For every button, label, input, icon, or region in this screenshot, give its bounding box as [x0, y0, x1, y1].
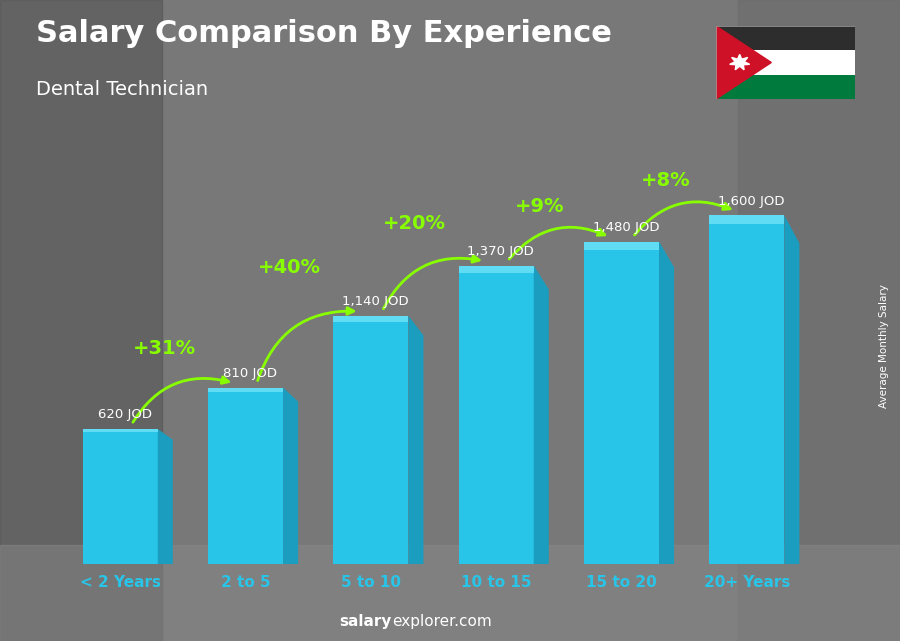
Text: Salary Comparison By Experience: Salary Comparison By Experience [36, 19, 612, 48]
Text: +8%: +8% [641, 171, 690, 190]
Bar [83, 429, 158, 564]
Polygon shape [534, 265, 549, 564]
Bar [83, 429, 158, 432]
Text: 1,480 JOD: 1,480 JOD [593, 221, 659, 234]
Bar [458, 265, 534, 564]
Bar [333, 315, 409, 564]
Polygon shape [284, 388, 298, 564]
Bar [208, 388, 284, 392]
Text: +40%: +40% [258, 258, 321, 278]
Text: +31%: +31% [132, 338, 195, 358]
Bar [208, 388, 284, 564]
Polygon shape [158, 429, 173, 564]
Bar [458, 265, 534, 273]
Bar [716, 75, 855, 99]
Text: Average Monthly Salary: Average Monthly Salary [878, 284, 889, 408]
Text: +9%: +9% [516, 197, 565, 216]
Text: 620 JOD: 620 JOD [98, 408, 152, 421]
Text: 1,600 JOD: 1,600 JOD [718, 194, 785, 208]
Bar [0, 0, 162, 641]
Polygon shape [409, 315, 424, 564]
Bar [716, 26, 855, 50]
Polygon shape [785, 215, 799, 564]
Text: Dental Technician: Dental Technician [36, 80, 208, 99]
Text: +20%: +20% [383, 214, 446, 233]
Polygon shape [730, 54, 750, 70]
Polygon shape [716, 26, 771, 99]
Text: 1,140 JOD: 1,140 JOD [342, 295, 409, 308]
Bar [0, 545, 900, 641]
Bar [584, 242, 659, 564]
Text: salary: salary [339, 615, 392, 629]
Bar [333, 315, 409, 322]
Bar [584, 242, 659, 249]
Polygon shape [659, 242, 674, 564]
Text: explorer.com: explorer.com [392, 615, 492, 629]
Text: 810 JOD: 810 JOD [223, 367, 277, 379]
Text: 1,370 JOD: 1,370 JOD [467, 245, 534, 258]
Bar [738, 0, 900, 641]
Bar [709, 215, 785, 564]
Bar [709, 215, 785, 224]
Bar [716, 50, 855, 75]
